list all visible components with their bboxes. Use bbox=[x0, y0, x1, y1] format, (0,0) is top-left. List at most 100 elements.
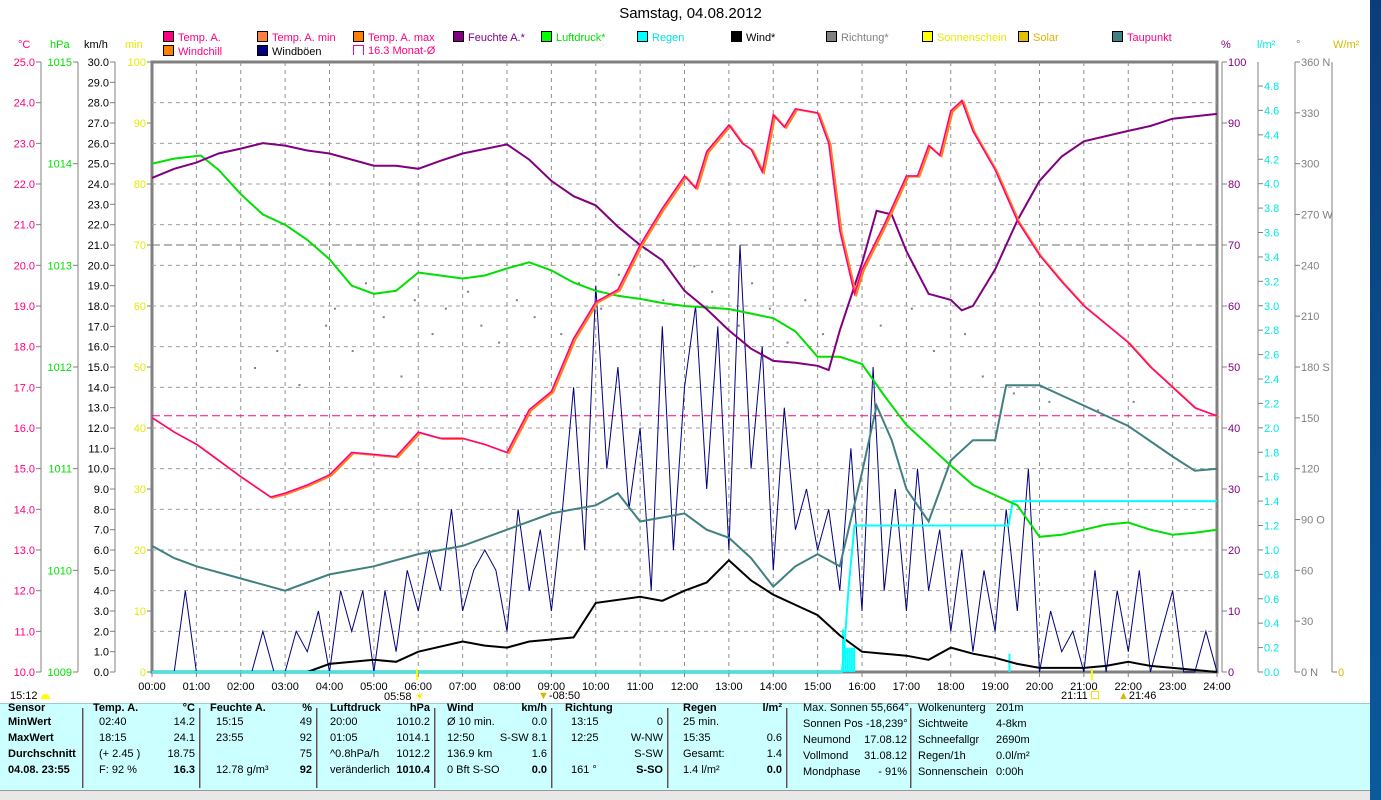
axis-temp-tick-label: 22.0 bbox=[14, 179, 35, 191]
axis-pressure-tick-label: 1015 bbox=[48, 57, 72, 69]
axis-wind-tick-label: 15.0 bbox=[88, 362, 109, 374]
legend-item[interactable]: Solar bbox=[1018, 31, 1059, 44]
direction-dot bbox=[254, 367, 257, 369]
axis-wind-tick-label: 11.0 bbox=[88, 443, 109, 455]
legend-swatch bbox=[637, 31, 648, 42]
legend-item[interactable]: Regen bbox=[637, 31, 684, 44]
x-tick-label: 16:00 bbox=[848, 681, 876, 693]
axis-wind-tick-label: 4.0 bbox=[94, 586, 109, 598]
direction-dot bbox=[578, 282, 580, 285]
x-tick-label: 07:00 bbox=[449, 681, 477, 693]
column-divider bbox=[434, 708, 436, 788]
legend-label: Solar bbox=[1033, 32, 1059, 44]
axis-wind-tick-label: 26.0 bbox=[88, 138, 109, 150]
stat-cell: 2690m bbox=[996, 734, 1030, 746]
marker-left-time: 15:12 bbox=[10, 690, 50, 702]
direction-dot bbox=[533, 316, 536, 319]
x-tick-label: 12:00 bbox=[671, 681, 699, 693]
direction-dot bbox=[1012, 392, 1015, 395]
axis-temp-tick-label: 24.0 bbox=[14, 98, 35, 110]
axis-direction-tick-label: 360 N bbox=[1301, 57, 1330, 69]
legend-label: Temp. A. min bbox=[272, 32, 336, 44]
legend-label: 16.3 Monat-Ø bbox=[368, 45, 436, 57]
stat-cell: 0.0 bbox=[531, 716, 547, 728]
stat-cell: 1010.2 bbox=[396, 716, 430, 728]
legend-item[interactable]: Feuchte A.* bbox=[453, 31, 525, 44]
stat-cell: MaxWert bbox=[8, 732, 54, 744]
axis-minutes-tick-label: 0 bbox=[140, 667, 146, 679]
column-divider bbox=[199, 708, 201, 788]
stat-cell: S-SW 8.1 bbox=[499, 732, 547, 744]
legend-item[interactable]: Luftdruck* bbox=[541, 31, 606, 44]
stat-cell: 0 bbox=[656, 716, 663, 728]
marker-moon-down: ▼-08:50 bbox=[538, 690, 581, 702]
legend-item[interactable]: Wind* bbox=[731, 31, 775, 44]
axis-rain-tick-label: 4.2 bbox=[1264, 154, 1279, 166]
legend-item[interactable]: Temp. A. min bbox=[257, 31, 336, 44]
axis-wind-tick-label: 21.0 bbox=[88, 240, 109, 252]
legend-item[interactable]: 16.3 Monat-Ø bbox=[353, 45, 435, 57]
legend-label: Temp. A. bbox=[178, 32, 221, 44]
stat-cell: Wind bbox=[447, 702, 474, 714]
x-tick-label: 15:00 bbox=[804, 681, 832, 693]
legend-item[interactable]: Windböen bbox=[257, 45, 322, 58]
legend-label: Richtung* bbox=[841, 32, 889, 44]
x-tick-label: 21:00 bbox=[1070, 681, 1098, 693]
direction-dot bbox=[515, 299, 518, 302]
stat-cell: 25 min. bbox=[683, 716, 720, 728]
legend-item[interactable]: Taupunkt bbox=[1112, 31, 1172, 44]
stat-cell: Temp. A. bbox=[93, 702, 139, 714]
axis-direction-tick-label: 330 bbox=[1301, 108, 1319, 120]
x-tick-label: 08:00 bbox=[493, 681, 521, 693]
legend-label: Temp. A. max bbox=[368, 32, 435, 44]
legend-swatch bbox=[163, 31, 174, 42]
direction-dot bbox=[617, 273, 620, 276]
axis-rain-tick-label: 1.0 bbox=[1264, 545, 1279, 557]
stat-cell: Sonnenschein bbox=[918, 766, 988, 778]
x-tick-label: 22:00 bbox=[1114, 681, 1142, 693]
direction-dot bbox=[600, 307, 603, 310]
sunrise-label: 05:58 bbox=[384, 691, 412, 703]
stat-cell: Schneefallgr bbox=[918, 734, 980, 746]
axis-temp-tick-label: 15.0 bbox=[14, 464, 35, 476]
stat-cell: veränderlich bbox=[330, 764, 390, 776]
stat-cell: 12:25 bbox=[571, 732, 599, 744]
legend-swatch bbox=[922, 31, 933, 42]
axis-minutes-tick-label: 100 bbox=[128, 57, 146, 69]
axis-humidity-tick-label: 100 bbox=[1228, 57, 1246, 69]
stat-cell: 92 bbox=[299, 732, 312, 744]
stat-cell: S-SO bbox=[636, 764, 663, 776]
axis-rain-tick-label: 3.4 bbox=[1264, 252, 1279, 264]
axis-wind-tick-label: 24.0 bbox=[88, 179, 109, 191]
axis-wind-tick-label: 6.0 bbox=[94, 545, 109, 557]
axis-wind-tick-label: 16.0 bbox=[88, 342, 109, 354]
stat-cell: Max. Sonnen 55,664° bbox=[803, 702, 909, 714]
legend-item[interactable]: Sonnenschein bbox=[922, 31, 1007, 44]
axis-rain-tick-label: 0.2 bbox=[1264, 643, 1279, 655]
stat-cell: Neumond bbox=[803, 734, 851, 746]
axis-rain-tick-label: 4.8 bbox=[1264, 81, 1279, 93]
legend-item[interactable]: Richtung* bbox=[826, 31, 889, 44]
legend-item[interactable]: Temp. A. max bbox=[353, 31, 435, 44]
stat-cell: S-SW bbox=[634, 748, 663, 760]
direction-dot bbox=[400, 375, 403, 378]
moon-up-icon: ▲ bbox=[1118, 690, 1129, 702]
axis-direction-tick-label: 210 bbox=[1301, 311, 1319, 323]
axis-temp-tick-label: 11.0 bbox=[14, 626, 35, 638]
axis-rain-tick-label: 0.6 bbox=[1264, 594, 1279, 606]
axis-minutes-tick-label: 40 bbox=[134, 423, 146, 435]
sun-half-icon bbox=[40, 694, 50, 699]
stat-cell: 23:55 bbox=[216, 732, 244, 744]
series-temp-line bbox=[151, 99, 1218, 498]
column-divider bbox=[551, 708, 553, 788]
axis-unit-pressure: hPa bbox=[50, 39, 70, 51]
axis-unit-solar: W/m² bbox=[1333, 39, 1360, 51]
legend-item[interactable]: Temp. A. bbox=[163, 31, 221, 44]
axis-direction-tick-label: 270 W bbox=[1301, 210, 1333, 222]
stat-cell: 1010.4 bbox=[396, 764, 430, 776]
axis-rain-tick-label: 1.6 bbox=[1264, 472, 1279, 484]
axis-rain-tick-label: 2.2 bbox=[1264, 398, 1279, 410]
legend-item[interactable]: Windchill bbox=[163, 45, 222, 58]
axis-minutes-tick-label: 70 bbox=[134, 240, 146, 252]
legend-swatch bbox=[1018, 31, 1029, 42]
